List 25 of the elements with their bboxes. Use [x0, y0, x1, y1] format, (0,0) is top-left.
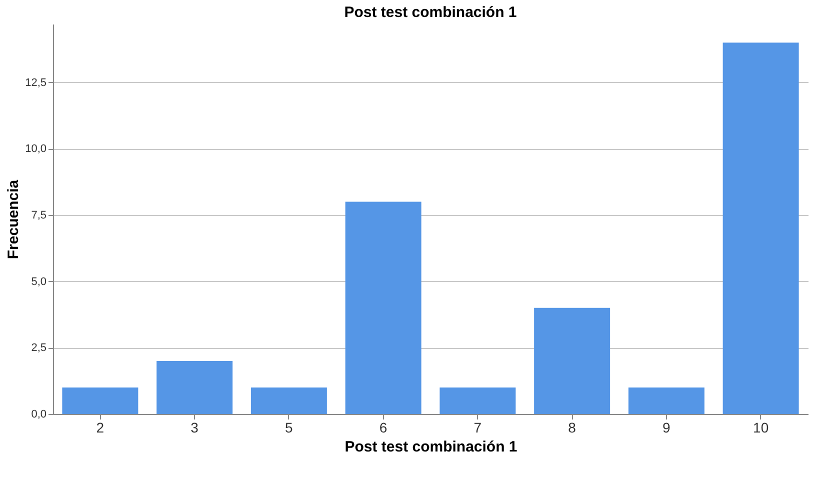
y-axis-title: Frecuencia [5, 179, 22, 260]
bar [345, 202, 422, 414]
y-tick-label: 7,5 [31, 210, 46, 222]
x-axis-title: Post test combinación 1 [344, 438, 518, 456]
y-tick-label: 10,0 [25, 143, 46, 156]
y-tick-label: 5,0 [31, 276, 46, 288]
bar [722, 42, 799, 414]
x-tick-label: 2 [96, 420, 104, 436]
x-tick-label: 5 [285, 420, 294, 436]
x-tick-label: 6 [379, 420, 388, 436]
chart-title: Post test combinación 1 [344, 4, 517, 21]
bar [534, 308, 610, 414]
x-tick-label: 8 [568, 420, 576, 436]
y-tick-label: 12,5 [25, 76, 46, 89]
bar [440, 387, 516, 414]
x-tick-label: 3 [190, 420, 199, 436]
x-tick-label: 9 [662, 420, 671, 436]
y-tick-label: 2,5 [31, 342, 46, 354]
bar [628, 387, 704, 414]
bar [62, 387, 138, 414]
bar [250, 387, 327, 414]
x-tick-label: 10 [753, 420, 769, 436]
y-tick-label: 0,0 [31, 408, 46, 420]
x-tick-label: 7 [474, 420, 482, 436]
bar [156, 360, 233, 414]
